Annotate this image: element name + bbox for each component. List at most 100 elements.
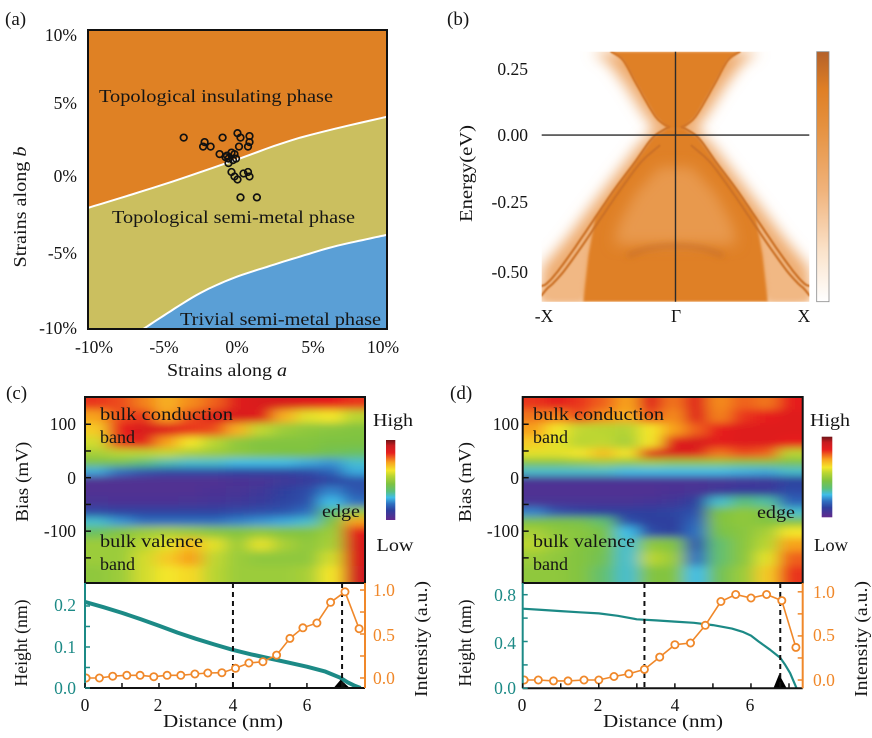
right-tick-label: 1.0 [813, 582, 835, 602]
heatmap-cell [155, 485, 180, 498]
heatmap-cell [132, 448, 157, 460]
height-profile-line [522, 607, 798, 689]
panel-label-a: (a) [5, 9, 26, 30]
heatmap-cell [545, 436, 570, 450]
heatmap-cell [731, 458, 756, 468]
heatmap-cell [295, 475, 320, 487]
heatmap-cell [661, 485, 686, 498]
heatmap-cell [343, 496, 365, 509]
heatmap-cell [638, 467, 663, 477]
heatmap-cell [778, 448, 803, 460]
heatmap-cell [661, 507, 686, 518]
heatmap-cell [132, 485, 157, 498]
heatmap-cell [684, 458, 709, 468]
heatmap-cell [707, 448, 732, 460]
heatmap-cell [731, 507, 756, 518]
heatmap-cell [318, 422, 344, 438]
heatmap-cell [108, 507, 134, 518]
heatmap-cell [661, 537, 686, 553]
heatmap-cell [707, 551, 732, 567]
heatmap-cell [778, 458, 803, 468]
intensity-point [777, 596, 787, 606]
heatmap-c [85, 397, 365, 583]
heatmap-cell [318, 436, 344, 450]
heatmap-cell [272, 517, 297, 528]
heatmap-cell [568, 537, 593, 553]
y-tick-label: -100 [487, 521, 519, 541]
heatmap-d [522, 397, 803, 583]
heatmap-cell [248, 397, 274, 411]
x-axis-label: Strains along a [167, 360, 287, 380]
heatmap-cell [778, 397, 803, 411]
heatmap-cell [202, 517, 227, 528]
heatmap-cell [178, 485, 204, 498]
intensity-point [258, 657, 268, 667]
x-tick-label: 6 [746, 695, 755, 715]
heatmap-cell [778, 436, 803, 450]
heatmap-cell [684, 507, 709, 518]
heatmap-cell [591, 496, 616, 509]
heatmap-cell [684, 475, 709, 487]
heatmap-cell [318, 448, 344, 460]
annotation-valence-band: band [533, 554, 568, 574]
heatmap-cell [155, 409, 180, 424]
left-tick-label: 0.2 [54, 595, 76, 615]
intensity-point [563, 676, 573, 686]
heatmap-cell [684, 537, 709, 553]
y-tick-label: -100 [44, 521, 76, 541]
heatmap-cell [778, 485, 803, 498]
heatmap-cell [661, 448, 686, 460]
heatmap-cell [754, 475, 780, 487]
right-tick-label: 0.5 [813, 625, 835, 645]
heatmap-cell [132, 397, 157, 411]
left-tick-label: 0.1 [54, 637, 76, 657]
heatmap-cell [225, 467, 250, 477]
colorbar-d [821, 436, 833, 518]
heatmap-cell [343, 458, 365, 468]
heatmap-cell [132, 467, 157, 477]
heatmap-cell [638, 397, 663, 411]
y-tick-label: -0.50 [492, 262, 529, 282]
heatmap-cell [731, 475, 756, 487]
x-tick-label: 0 [518, 695, 527, 715]
heatmap-cell [272, 485, 297, 498]
heatmap-cell [343, 485, 365, 498]
heatmap-cell [155, 467, 180, 477]
heatmap-cell [591, 458, 616, 468]
heatmap-cell [707, 475, 732, 487]
heatmap-cell [731, 517, 756, 528]
heatmap-cell [591, 485, 616, 498]
heatmap-cell [318, 507, 344, 518]
heatmap-cell [591, 537, 616, 553]
heatmap-cell [132, 565, 157, 583]
heatmap-cell [132, 436, 157, 450]
intensity-point [135, 670, 145, 680]
heatmap-cell [568, 458, 593, 468]
heatmap-cell [731, 565, 756, 583]
x-axis-label-text: Strains along [167, 360, 277, 380]
intensity-point [122, 670, 132, 680]
heatmap-cell [343, 565, 365, 583]
heatmap-cell [178, 526, 204, 539]
heatmap-cell [545, 448, 570, 460]
heatmap-cell [178, 537, 204, 553]
heatmap-cell [707, 507, 732, 518]
phase-regions [88, 115, 387, 329]
heatmap-cell [108, 397, 134, 411]
heatmap-cell [318, 485, 344, 498]
heatmap-cell [155, 422, 180, 438]
heatmap-cell [568, 551, 593, 567]
heatmap-cell [638, 485, 663, 498]
heatmap-cell [754, 485, 780, 498]
heatmap-cell [568, 507, 593, 518]
heatmap-cell [638, 458, 663, 468]
intensity-point [94, 673, 104, 683]
heatmap-cell [522, 485, 547, 498]
heatmap-cell [248, 565, 274, 583]
heatmap-cell [754, 537, 780, 553]
heatmap-cell [178, 436, 204, 450]
heatmap-cell [295, 485, 320, 498]
heatmap-cell [754, 409, 780, 424]
heatmap-cell [248, 436, 274, 450]
heatmap-cell [522, 397, 547, 411]
